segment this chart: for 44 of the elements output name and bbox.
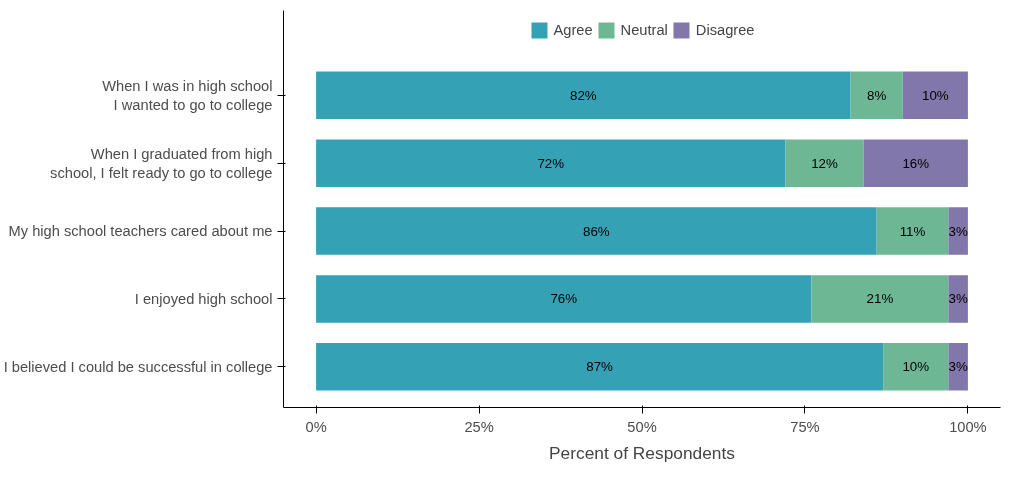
bar bbox=[850, 71, 903, 120]
bar bbox=[902, 71, 968, 120]
bar bbox=[316, 343, 884, 391]
data-label: 10% bbox=[902, 359, 930, 375]
bar bbox=[316, 139, 786, 187]
data-label: 3% bbox=[948, 359, 968, 375]
bar bbox=[948, 207, 968, 255]
data-label: 72% bbox=[537, 155, 565, 171]
data-label: 3% bbox=[948, 291, 968, 307]
bar bbox=[316, 71, 851, 120]
legend-label: Agree bbox=[553, 22, 593, 38]
data-label: 82% bbox=[570, 87, 597, 103]
x-axis-title: Percent of Respondents bbox=[549, 442, 736, 463]
y-tick-label: I believed I could be successful in college bbox=[3, 358, 273, 375]
legend-label: Disagree bbox=[695, 22, 755, 38]
y-tick-label: When I graduated from high school, I felt ready to go to college bbox=[50, 145, 273, 181]
data-label: 76% bbox=[550, 291, 578, 307]
data-label: 8% bbox=[867, 87, 887, 103]
data-label: 3% bbox=[948, 223, 968, 239]
x-tick-label: 50% bbox=[627, 418, 657, 435]
x-tick-label: 100% bbox=[949, 418, 987, 435]
data-label: 12% bbox=[811, 155, 838, 171]
data-label: 86% bbox=[583, 223, 610, 239]
bar bbox=[316, 275, 812, 323]
data-label: 11% bbox=[899, 223, 926, 239]
bar bbox=[948, 343, 968, 391]
bar bbox=[883, 343, 949, 391]
bar bbox=[785, 139, 864, 187]
legend-label: Neutral bbox=[620, 22, 668, 38]
x-tick-label: 75% bbox=[790, 418, 820, 435]
x-tick-label: 25% bbox=[464, 418, 494, 435]
data-label: 87% bbox=[586, 359, 614, 375]
y-tick-label: When I was in high school I wanted to go to college bbox=[102, 77, 273, 113]
bar bbox=[876, 207, 949, 255]
y-tick-label: I enjoyed high school bbox=[134, 290, 273, 307]
x-tick-label: 0% bbox=[305, 418, 327, 435]
bar bbox=[811, 275, 949, 323]
data-label: 16% bbox=[902, 155, 930, 171]
bar bbox=[316, 207, 877, 255]
bar bbox=[948, 275, 968, 323]
data-label: 10% bbox=[921, 87, 949, 103]
y-tick-label: My high school teachers cared about me bbox=[8, 223, 273, 240]
bar bbox=[863, 139, 968, 187]
data-label: 21% bbox=[866, 291, 894, 307]
